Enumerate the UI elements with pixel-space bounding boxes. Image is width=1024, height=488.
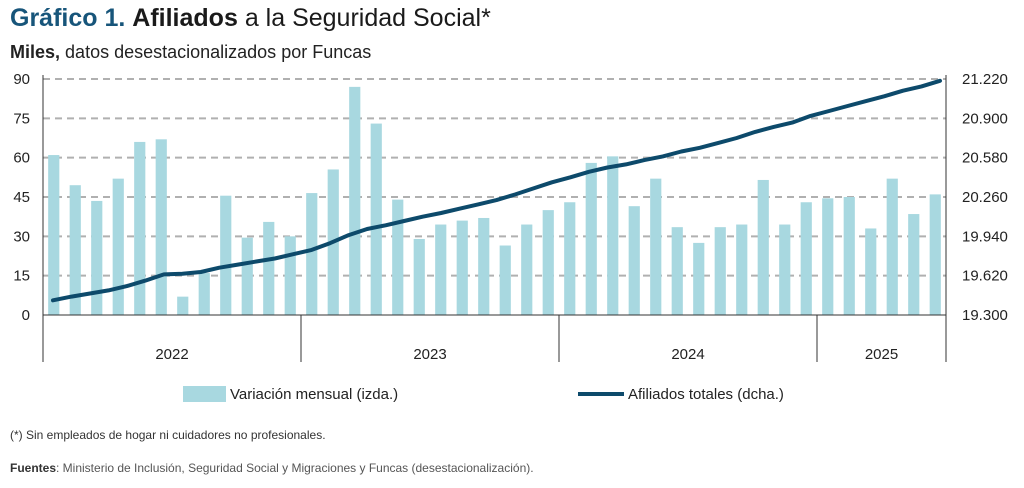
bar bbox=[800, 202, 812, 315]
bar bbox=[671, 227, 683, 315]
bar bbox=[564, 202, 576, 315]
bar bbox=[542, 210, 554, 315]
bar bbox=[456, 220, 468, 315]
left-tick-label: 0 bbox=[22, 307, 30, 324]
bar bbox=[177, 296, 189, 315]
chart-title-number: Gráfico 1. bbox=[10, 4, 126, 32]
right-tick-label: 21.220 bbox=[962, 71, 1008, 88]
bar bbox=[370, 123, 382, 315]
chart-title-rest: a la Seguridad Social* bbox=[244, 4, 491, 32]
bar bbox=[284, 236, 296, 315]
right-tick-label: 20.580 bbox=[962, 150, 1008, 167]
legend: Variación mensual (izda.) Afiliados total… bbox=[183, 386, 784, 403]
bar bbox=[220, 195, 232, 315]
bar-series bbox=[48, 86, 941, 315]
bar bbox=[499, 245, 511, 315]
chart-title-bold: Afiliados bbox=[132, 4, 238, 32]
bar bbox=[822, 198, 834, 315]
bar bbox=[263, 221, 275, 315]
left-tick-label: 90 bbox=[13, 71, 30, 88]
chart-title: Gráfico 1. Afiliados a la Seguridad Soci… bbox=[10, 4, 491, 33]
bar bbox=[134, 141, 146, 315]
subtitle-units: Miles, bbox=[10, 42, 61, 62]
subtitle-description: datos desestacionalizados por Funcas bbox=[65, 42, 372, 62]
bar bbox=[865, 228, 877, 315]
bar bbox=[91, 200, 103, 315]
bar bbox=[886, 178, 898, 315]
left-tick-label: 30 bbox=[13, 228, 30, 245]
left-tick-label: 45 bbox=[13, 189, 30, 206]
legend-bar-label: Variación mensual (izda.) bbox=[230, 386, 398, 403]
axes: 0 19.300 15 19.620 30 19.940 45 20.260 60 20.580 7… bbox=[13, 71, 1008, 363]
bar bbox=[908, 214, 920, 315]
bar bbox=[779, 224, 791, 315]
bar bbox=[349, 86, 361, 315]
gridlines bbox=[43, 78, 946, 277]
bar bbox=[112, 178, 124, 315]
bar bbox=[198, 273, 210, 315]
combo-chart: 0 19.300 15 19.620 30 19.940 45 20.260 60 20.580 7… bbox=[13, 71, 1008, 403]
bar bbox=[607, 156, 619, 315]
left-tick-label: 60 bbox=[13, 150, 30, 167]
afiliados-line bbox=[51, 78, 942, 303]
bar bbox=[241, 237, 253, 315]
bar bbox=[929, 194, 941, 315]
year-label: 2023 bbox=[413, 346, 446, 363]
bar bbox=[521, 224, 533, 315]
right-tick-label: 19.940 bbox=[962, 228, 1008, 245]
right-tick-label: 20.260 bbox=[962, 189, 1008, 206]
right-tick-label: 20.900 bbox=[962, 110, 1008, 127]
bar bbox=[693, 242, 705, 315]
bar bbox=[392, 199, 404, 315]
bar bbox=[478, 217, 490, 315]
year-label: 2022 bbox=[155, 346, 188, 363]
bar bbox=[628, 206, 640, 315]
sources: Fuentes: Ministerio de Inclusión, Seguri… bbox=[10, 461, 534, 475]
legend-line-label: Afiliados totales (dcha.) bbox=[628, 386, 784, 403]
right-tick-label: 19.620 bbox=[962, 268, 1008, 285]
bar bbox=[585, 162, 597, 315]
year-label: 2024 bbox=[671, 346, 704, 363]
bar bbox=[736, 224, 748, 315]
sources-text: : Ministerio de Inclusión, Seguridad Soc… bbox=[56, 461, 534, 475]
year-label: 2025 bbox=[865, 346, 898, 363]
bar bbox=[435, 224, 447, 315]
bar bbox=[650, 178, 662, 315]
bar bbox=[155, 139, 167, 315]
chart-subtitle: Miles, datos desestacionalizados por Fun… bbox=[10, 42, 371, 63]
bar bbox=[714, 227, 726, 315]
sources-label: Fuentes bbox=[10, 461, 57, 475]
footnote: (*) Sin empleados de hogar ni cuidadores… bbox=[10, 428, 326, 442]
bar bbox=[413, 238, 425, 315]
right-tick-label: 19.300 bbox=[962, 307, 1008, 324]
legend-bar-swatch bbox=[183, 386, 226, 402]
bar bbox=[69, 185, 81, 315]
left-tick-label: 15 bbox=[13, 268, 30, 285]
bar bbox=[306, 193, 318, 315]
bar bbox=[843, 197, 855, 315]
bar bbox=[48, 155, 60, 315]
left-tick-label: 75 bbox=[13, 110, 30, 127]
line-series bbox=[51, 78, 942, 303]
bar bbox=[757, 179, 769, 315]
